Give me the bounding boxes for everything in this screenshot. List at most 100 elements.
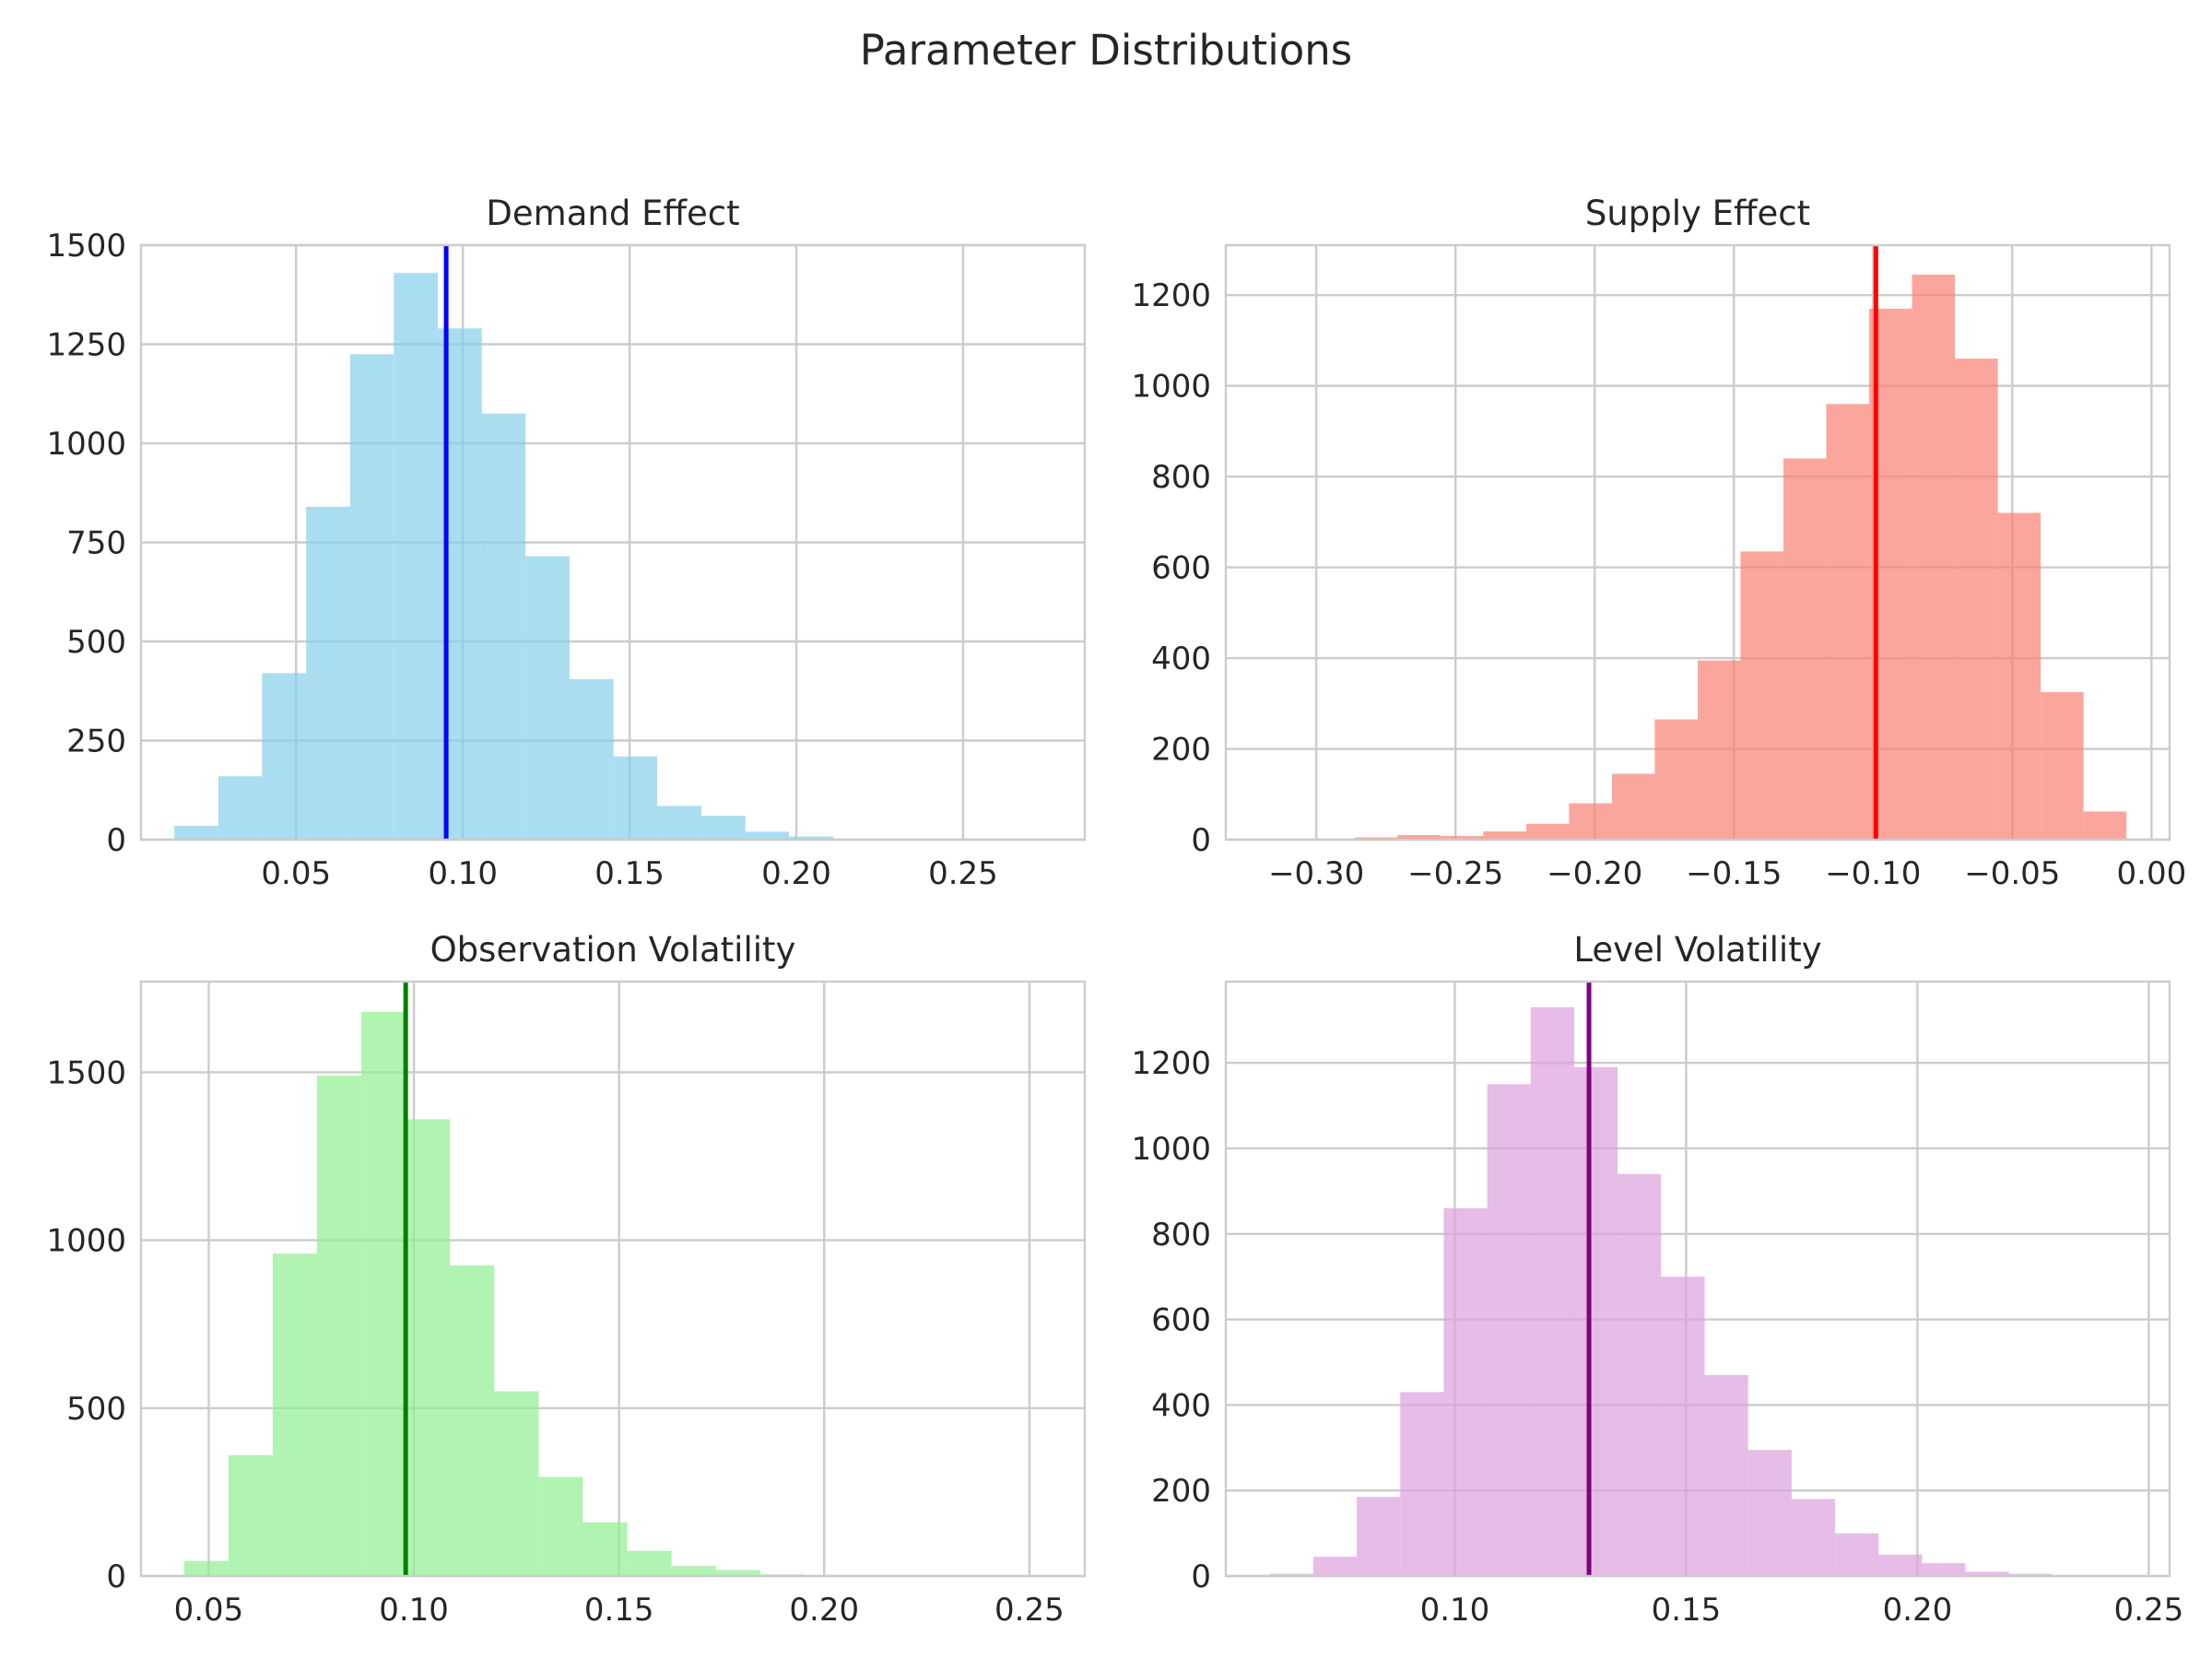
x-tick-label: −0.25 bbox=[1407, 855, 1503, 892]
subplot-title: Supply Effect bbox=[1585, 194, 1810, 233]
subplot-2: −0.30 −0.25 −0.20 −0.15 −0.10 −0.05 0.00 0 200 40… bbox=[1131, 194, 2186, 892]
y-tick-label: 500 bbox=[66, 1391, 126, 1428]
histogram-bar bbox=[1354, 837, 1398, 840]
x-tick-label: 0.05 bbox=[174, 1592, 244, 1629]
histogram-bar bbox=[1487, 1084, 1531, 1576]
histogram-bar bbox=[1400, 1392, 1444, 1576]
histogram-bar bbox=[1922, 1563, 1966, 1576]
histogram-bar bbox=[1878, 1554, 1923, 1576]
y-tick-label: 0 bbox=[106, 1559, 126, 1595]
y-tick-label: 600 bbox=[1151, 550, 1211, 587]
x-tick-label: −0.05 bbox=[1964, 855, 2060, 892]
histogram-bar bbox=[525, 556, 570, 840]
x-tick-label: −0.10 bbox=[1825, 855, 1921, 892]
histogram-bar bbox=[306, 506, 350, 840]
x-tick-label: 0.15 bbox=[594, 855, 665, 892]
histogram-bar bbox=[1835, 1533, 1879, 1576]
y-tick-label: 200 bbox=[1151, 1473, 1211, 1510]
histogram-bar bbox=[1997, 512, 2041, 840]
x-tick-label: 0.00 bbox=[2117, 855, 2187, 892]
x-tick-label: −0.20 bbox=[1547, 855, 1642, 892]
y-tick-label: 0 bbox=[1191, 1559, 1211, 1595]
histogram-bar bbox=[450, 1265, 495, 1576]
y-tick-label: 250 bbox=[66, 724, 126, 760]
y-tick-label: 1250 bbox=[46, 327, 126, 364]
y-tick-label: 500 bbox=[66, 624, 126, 661]
y-tick-label: 1000 bbox=[46, 1223, 126, 1260]
histogram-bar bbox=[715, 1570, 760, 1576]
histogram-bar bbox=[1826, 404, 1870, 840]
histogram-bar bbox=[349, 354, 394, 840]
histogram-bar bbox=[1569, 803, 1612, 840]
histogram-bar bbox=[1661, 1277, 1705, 1576]
x-tick-label: 0.20 bbox=[1883, 1592, 1953, 1629]
figure-title: Parameter Distributions bbox=[859, 26, 1353, 75]
x-tick-label: 0.20 bbox=[789, 1592, 859, 1629]
histogram-bar bbox=[394, 273, 439, 841]
y-tick-label: 0 bbox=[1191, 822, 1211, 859]
histogram-bar bbox=[627, 1550, 672, 1576]
histogram-bar bbox=[671, 1566, 716, 1576]
x-tick-label: −0.30 bbox=[1268, 855, 1364, 892]
y-tick-label: 400 bbox=[1151, 1387, 1211, 1424]
histogram-bar bbox=[183, 1560, 229, 1576]
histogram-bar bbox=[1525, 823, 1570, 840]
subplot-3: 0.05 0.10 0.15 0.20 0.25 0 500 1000 1500 Observat… bbox=[46, 930, 1087, 1629]
y-tick-label: 1500 bbox=[46, 1054, 126, 1091]
histogram-bar bbox=[2083, 811, 2127, 840]
histogram-bar bbox=[228, 1454, 273, 1576]
subplot-title: Observation Volatility bbox=[430, 930, 796, 970]
x-tick-label: 0.20 bbox=[761, 855, 831, 892]
histogram-bar bbox=[569, 678, 614, 840]
histogram-bar bbox=[316, 1076, 362, 1576]
axes-frame bbox=[1224, 980, 2171, 1578]
histogram-bar bbox=[1483, 831, 1526, 840]
x-tick-label: 0.10 bbox=[379, 1592, 449, 1629]
histogram-bar bbox=[218, 776, 263, 840]
x-tick-label: 0.15 bbox=[1652, 1592, 1722, 1629]
subplot-title: Level Volatility bbox=[1573, 930, 1821, 970]
x-tick-label: 0.10 bbox=[428, 855, 498, 892]
y-tick-label: 400 bbox=[1151, 641, 1211, 677]
histogram-bar bbox=[406, 1119, 451, 1576]
histogram-bar bbox=[361, 1011, 406, 1576]
y-tick-label: 1000 bbox=[1131, 369, 1211, 406]
y-tick-label: 800 bbox=[1151, 459, 1211, 496]
subplot-1: 0.05 0.10 0.15 0.20 0.25 0 250 500 750 1000 1250 15… bbox=[46, 194, 1087, 892]
histogram-bar bbox=[745, 831, 790, 840]
axes-frame bbox=[1224, 243, 2171, 841]
x-tick-label: −0.15 bbox=[1686, 855, 1782, 892]
histogram-bar bbox=[272, 1253, 317, 1576]
histogram-bar bbox=[582, 1522, 628, 1576]
x-tick-label: 0.10 bbox=[1420, 1592, 1490, 1629]
histogram-bar bbox=[1530, 1006, 1574, 1576]
y-tick-label: 1000 bbox=[1131, 1131, 1211, 1168]
x-tick-label: 0.15 bbox=[584, 1592, 654, 1629]
y-tick-label: 800 bbox=[1151, 1217, 1211, 1253]
histogram-bar bbox=[481, 413, 526, 840]
y-tick-label: 200 bbox=[1151, 732, 1211, 769]
histogram-bar bbox=[700, 816, 746, 840]
histogram-bar bbox=[1397, 835, 1441, 840]
histogram-bar bbox=[1912, 275, 1956, 841]
histogram-bar bbox=[1783, 458, 1827, 840]
histogram-bar bbox=[1955, 359, 1998, 840]
y-tick-label: 0 bbox=[106, 822, 126, 859]
histogram-bar bbox=[1443, 1207, 1488, 1576]
histogram-bar bbox=[538, 1477, 583, 1576]
histogram-bar bbox=[262, 673, 307, 840]
histogram-bar bbox=[1740, 551, 1784, 840]
y-tick-label: 1500 bbox=[46, 228, 126, 265]
histogram-bar bbox=[1573, 1066, 1618, 1576]
histogram-bar bbox=[1965, 1571, 2009, 1576]
histogram-bar bbox=[1440, 836, 1484, 840]
histogram-bar bbox=[1704, 1374, 1748, 1576]
histogram-bar bbox=[174, 825, 218, 840]
histogram-bar bbox=[613, 756, 658, 840]
axes-frame bbox=[139, 980, 1087, 1578]
histogram-bar bbox=[1791, 1499, 1836, 1576]
x-tick-label: 0.25 bbox=[2114, 1592, 2184, 1629]
x-tick-label: 0.25 bbox=[994, 1592, 1065, 1629]
